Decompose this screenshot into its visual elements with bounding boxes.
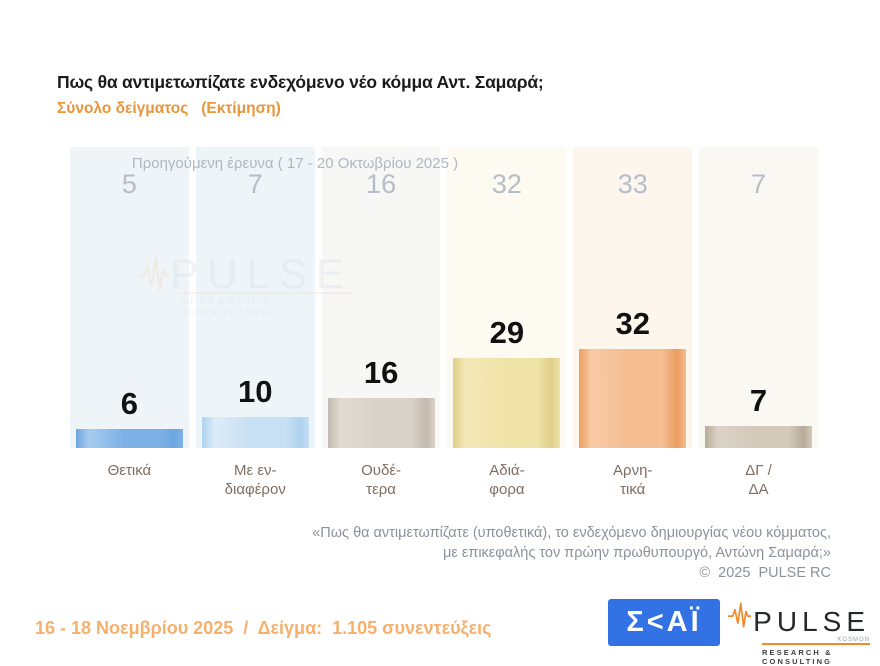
previous-value-label: 33	[617, 169, 648, 199]
bar	[327, 398, 435, 448]
category-label: Αρνη-τικά	[613, 462, 653, 498]
skai-logo-text: Σ<ΑΪ	[626, 606, 702, 638]
value-label: 29	[489, 315, 525, 350]
bar	[453, 358, 561, 448]
category-label: Αδιά-φορα	[489, 462, 525, 498]
value-label: 16	[363, 355, 399, 390]
bar	[579, 349, 687, 448]
footnote-line: με επικεφαλής τον πρώην πρωθυπουργό, Αντ…	[443, 545, 831, 561]
value-label: 7	[749, 383, 768, 418]
value-label: 10	[238, 374, 273, 409]
bar	[75, 429, 183, 448]
pulse-brand-text: PULSE	[753, 606, 870, 637]
fieldwork-sample-info: 16 - 18 Νοεμβρίου 2025 / Δείγμα: 1.105 σ…	[35, 618, 492, 638]
skai-logo: Σ<ΑΪ	[608, 599, 720, 646]
pulse-tagline: RESEARCH & CONSULTING	[762, 648, 833, 666]
previous-survey-note: Προηγούμενη έρευνα ( 17 - 20 Οκτωβρίου 2…	[131, 155, 459, 172]
category-label: Με εν-διαφέρον	[224, 462, 286, 498]
chart-column: 33 32	[573, 147, 693, 448]
pulse-small-mark: KOSMON	[837, 637, 870, 643]
chart-column: 7 10	[195, 147, 315, 448]
category-label: Θετικά	[107, 462, 152, 479]
value-label: 32	[615, 306, 650, 341]
category-label: Ουδέ-τερα	[361, 462, 402, 498]
footnote-line: «Πως θα αντιμετωπίζατε (υποθετικά), το ε…	[312, 525, 831, 541]
bar	[201, 417, 309, 448]
pulse-logo: PULSE KOSMON RESEARCH & CONSULTING	[728, 594, 870, 666]
previous-value-label: 5	[121, 169, 137, 199]
previous-value-label: 7	[247, 169, 263, 199]
pulse-waveform-icon	[728, 602, 752, 628]
previous-value-label: 7	[751, 169, 767, 199]
bar-chart: Προηγούμενη έρευνα ( 17 - 20 Οκτωβρίου 2…	[70, 147, 818, 448]
chart-subtitle: Σύνολο δείγματος (Εκτίμηση)	[57, 100, 281, 117]
page-title: Πως θα αντιμετωπίζατε ενδεχόμενο νέο κόμ…	[57, 72, 544, 92]
previous-value-label: 32	[491, 169, 522, 199]
footnote: «Πως θα αντιμετωπίζατε (υποθετικά), το ε…	[312, 523, 831, 583]
category-labels: Θετικά Με εν-διαφέρον Ουδέ-τερα Αδιά-φορα Αρ…	[70, 462, 818, 500]
pulse-logo-rule	[762, 643, 870, 645]
previous-value-label: 16	[366, 169, 397, 199]
chart-column: 32 29	[447, 147, 567, 448]
chart-column: 16 16	[321, 147, 441, 448]
bar	[705, 426, 813, 448]
category-label: ΔΓ / ΔΑ	[745, 462, 772, 498]
copyright-line: © 2025 PULSE RC	[699, 565, 831, 581]
value-label: 6	[120, 386, 139, 421]
